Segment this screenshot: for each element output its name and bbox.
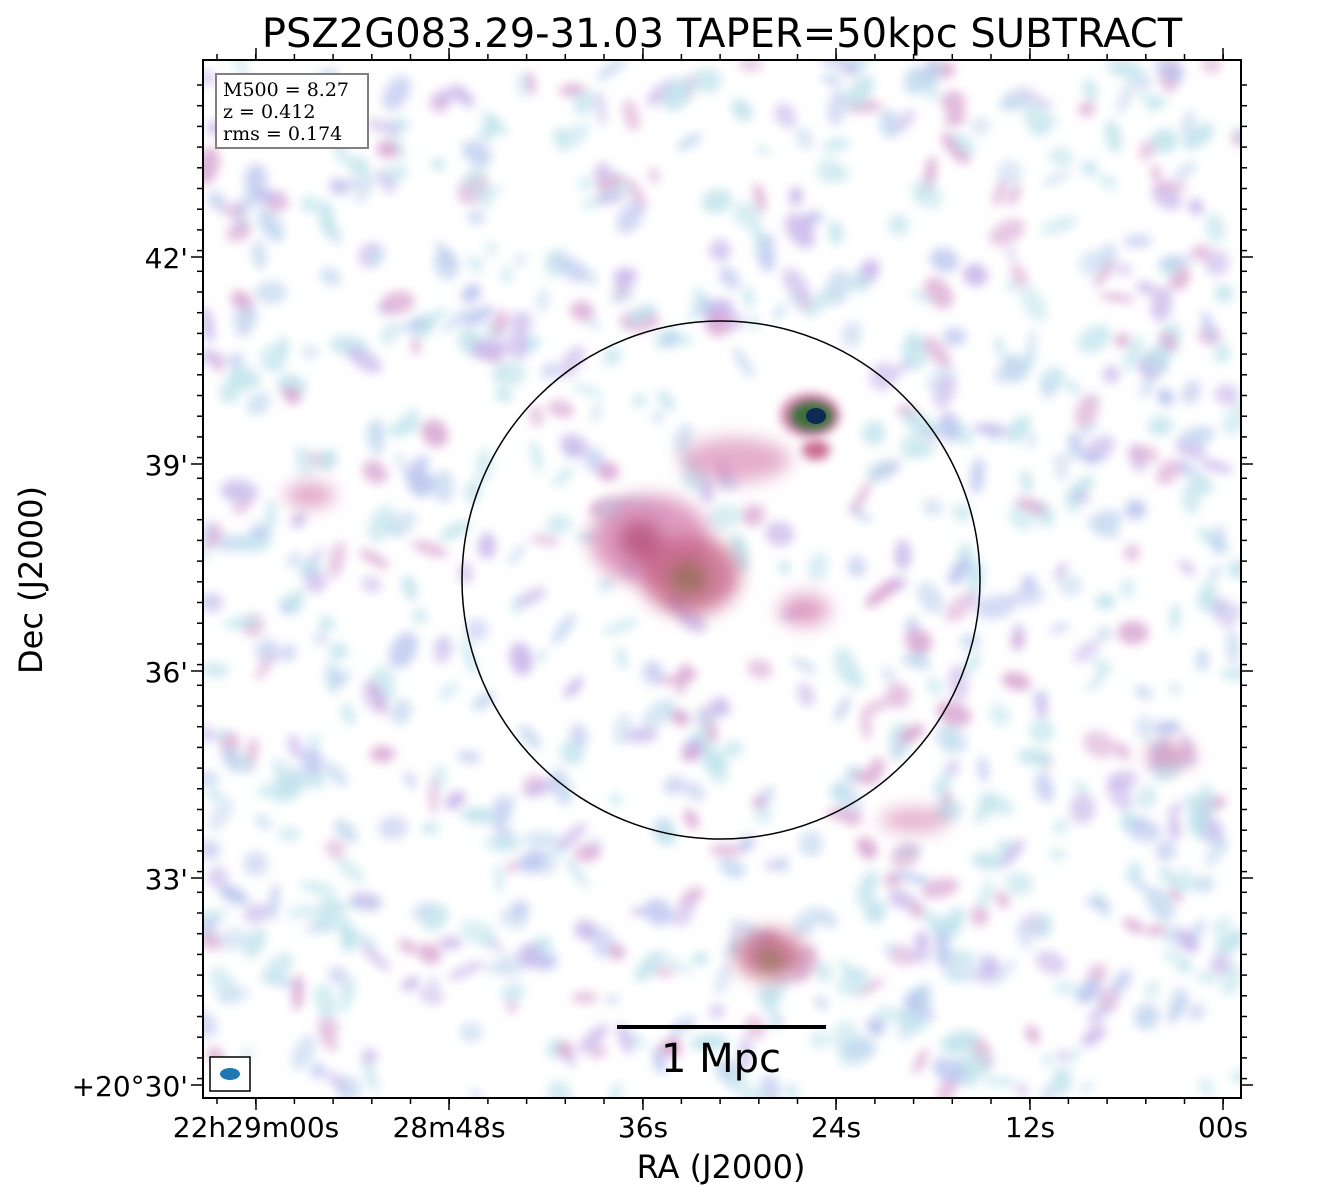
x-tick-label: 28m48s xyxy=(392,1111,505,1144)
noise-field xyxy=(203,60,1241,1098)
compact-source xyxy=(780,393,840,460)
m500-text: M500 = 8.27 xyxy=(223,79,349,101)
r500-circle xyxy=(461,320,981,840)
redshift-text: z = 0.412 xyxy=(223,101,315,123)
y-tick-label: 33' xyxy=(145,863,188,896)
y-tick-label: 36' xyxy=(145,656,188,689)
x-tick-label: 00s xyxy=(1198,1111,1248,1144)
beam-indicator xyxy=(209,1056,251,1092)
x-tick-label: 22h29m00s xyxy=(173,1111,340,1144)
scale-bar-label: 1 Mpc xyxy=(661,1036,781,1082)
y-tick-labels: 42' 39' 36' 33' +20°30' xyxy=(72,242,188,1103)
x-tick-labels: 22h29m00s 28m48s 36s 24s 12s 00s xyxy=(173,1111,1248,1144)
axis-ticks xyxy=(191,48,1253,1110)
plot-frame xyxy=(202,59,1242,1099)
y-tick-label: +20°30' xyxy=(72,1070,188,1103)
rms-text: rms = 0.174 xyxy=(223,123,342,145)
image-panel: 1 Mpc M500 = 8.27 z = 0.412 rms = 0.174 xyxy=(203,60,1241,1098)
plot-title: PSZ2G083.29-31.03 TAPER=50kpc SUBTRACT xyxy=(262,11,1183,57)
x-tick-label: 36s xyxy=(618,1111,668,1144)
diffuse-emission xyxy=(285,438,1195,980)
info-box: M500 = 8.27 z = 0.412 rms = 0.174 xyxy=(215,73,369,149)
x-tick-label: 12s xyxy=(1005,1111,1055,1144)
y-tick-label: 42' xyxy=(145,242,188,275)
y-axis-label: Dec (J2000) xyxy=(12,486,50,674)
y-tick-label: 39' xyxy=(145,449,188,482)
x-axis-label: RA (J2000) xyxy=(637,1148,806,1186)
x-tick-label: 24s xyxy=(811,1111,861,1144)
